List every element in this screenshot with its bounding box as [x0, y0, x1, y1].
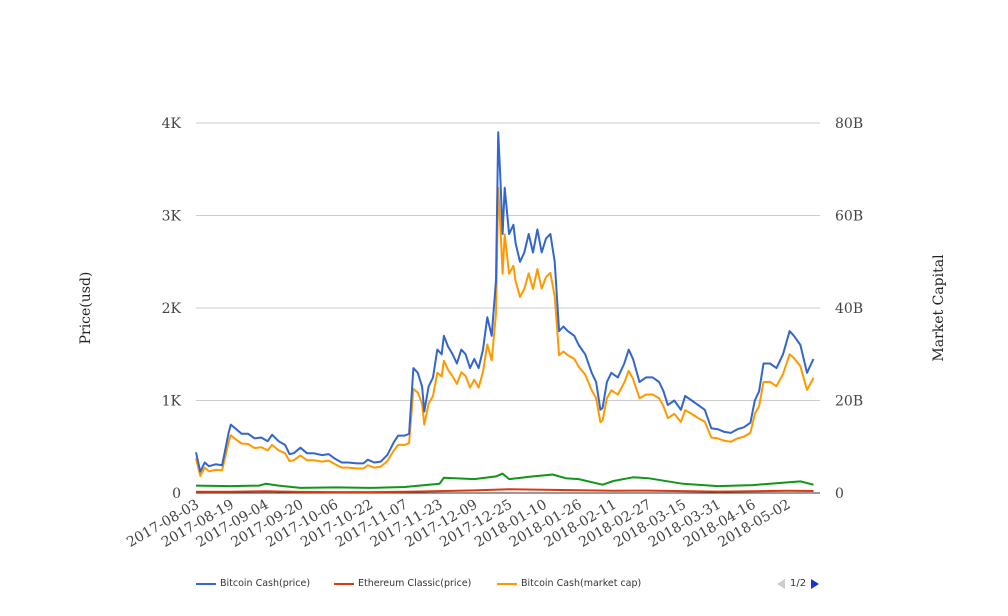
y-tick-label-left: 3K [162, 209, 182, 225]
y-tick-label-left: 2K [162, 301, 182, 317]
y-tick-label-left: 1K [162, 394, 182, 410]
series-line-bitcoin-cash-price [195, 131, 815, 473]
triangle-right-icon[interactable] [811, 578, 820, 589]
legend-item-ethereum-classic-price[interactable]: Ethereum Classic(price) [334, 578, 471, 589]
y-axis-title-left: Price(usd) [78, 272, 94, 345]
legend: Bitcoin Cash(price) Ethereum Classic(pri… [196, 578, 836, 592]
legend-item-bitcoin-cash-market-cap[interactable]: Bitcoin Cash(market cap) [497, 578, 641, 589]
y-tick-label-right: 0 [835, 486, 844, 502]
legend-swatch [334, 582, 354, 585]
y-tick-label-right: 40B [835, 301, 863, 317]
legend-label: Ethereum Classic(price) [358, 578, 472, 589]
y-tick-label-left: 0 [172, 486, 181, 502]
series-line-unlabeled [195, 472, 814, 489]
y-tick-label-right: 80B [835, 116, 863, 132]
series-line-ethereum-classic-price [196, 488, 814, 494]
y-tick-label-right: 20B [835, 394, 863, 410]
legend-swatch [497, 582, 517, 585]
legend-item-bitcoin-cash-price[interactable]: Bitcoin Cash(price) [196, 578, 310, 589]
y-tick-label-right: 60B [835, 209, 863, 225]
y-tick-label-left: 4K [162, 116, 182, 132]
legend-pager: 1/2 [777, 578, 820, 589]
series-line-bitcoin-cash-market-cap [195, 186, 815, 477]
triangle-left-icon[interactable] [777, 578, 785, 589]
legend-page-label: 1/2 [790, 578, 807, 589]
y-axis-title-right: Market Capital [931, 254, 947, 362]
legend-label: Bitcoin Cash(price) [220, 578, 311, 589]
legend-label: Bitcoin Cash(market cap) [521, 578, 642, 589]
legend-swatch [196, 582, 216, 585]
